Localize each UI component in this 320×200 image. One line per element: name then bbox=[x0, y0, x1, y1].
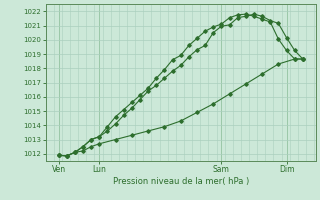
X-axis label: Pression niveau de la mer( hPa ): Pression niveau de la mer( hPa ) bbox=[113, 177, 249, 186]
